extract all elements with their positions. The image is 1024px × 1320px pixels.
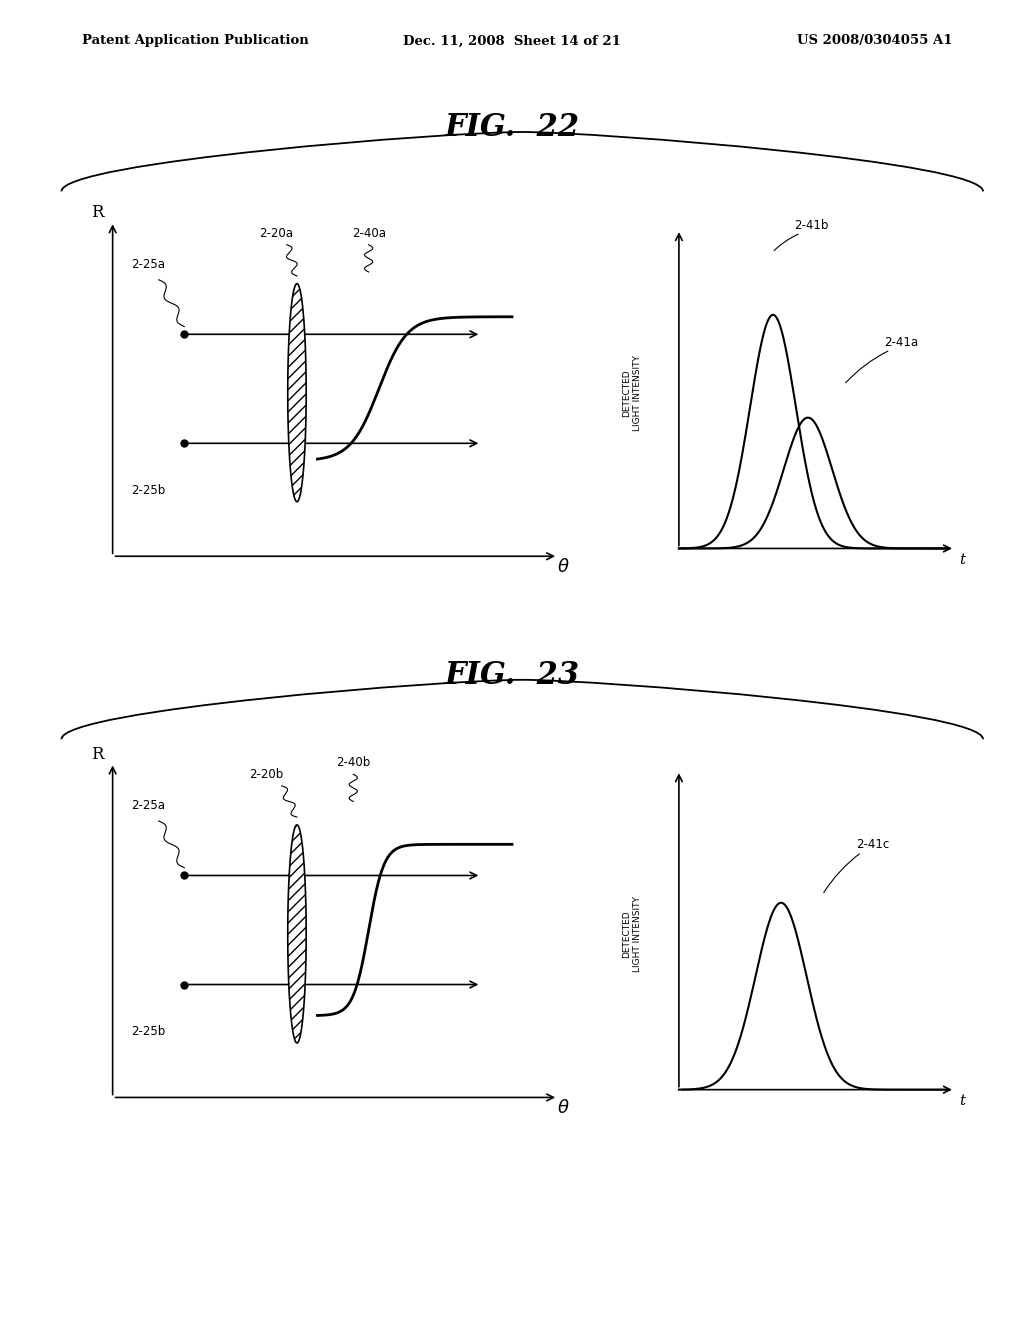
Text: Dec. 11, 2008  Sheet 14 of 21: Dec. 11, 2008 Sheet 14 of 21 <box>403 34 621 48</box>
Text: 2-40b: 2-40b <box>336 756 371 770</box>
Text: FIG.  22: FIG. 22 <box>444 112 580 143</box>
Text: 2-41c: 2-41c <box>856 838 889 851</box>
Text: 2-20b: 2-20b <box>249 768 284 781</box>
Text: FIG.  23: FIG. 23 <box>444 660 580 690</box>
Text: 2-41a: 2-41a <box>884 337 919 348</box>
Text: t: t <box>959 1094 965 1109</box>
Text: 2-25b: 2-25b <box>131 484 166 496</box>
Polygon shape <box>288 825 306 1043</box>
Text: t: t <box>959 553 965 568</box>
Text: 2-40a: 2-40a <box>351 227 386 240</box>
Text: US 2008/0304055 A1: US 2008/0304055 A1 <box>797 34 952 48</box>
Text: 2-20a: 2-20a <box>259 227 294 240</box>
Text: 2-25a: 2-25a <box>131 259 166 271</box>
Text: 2-25a: 2-25a <box>131 800 166 812</box>
Text: $\theta$: $\theta$ <box>557 558 569 576</box>
Text: DETECTED
LIGHT INTENSITY: DETECTED LIGHT INTENSITY <box>623 896 642 972</box>
Text: R: R <box>91 205 103 222</box>
Text: 2-25b: 2-25b <box>131 1026 166 1038</box>
Text: R: R <box>91 746 103 763</box>
Text: $\theta$: $\theta$ <box>557 1100 569 1117</box>
Text: Patent Application Publication: Patent Application Publication <box>82 34 308 48</box>
Text: DETECTED
LIGHT INTENSITY: DETECTED LIGHT INTENSITY <box>623 355 642 430</box>
Polygon shape <box>288 284 306 502</box>
Text: 2-41b: 2-41b <box>795 219 828 232</box>
